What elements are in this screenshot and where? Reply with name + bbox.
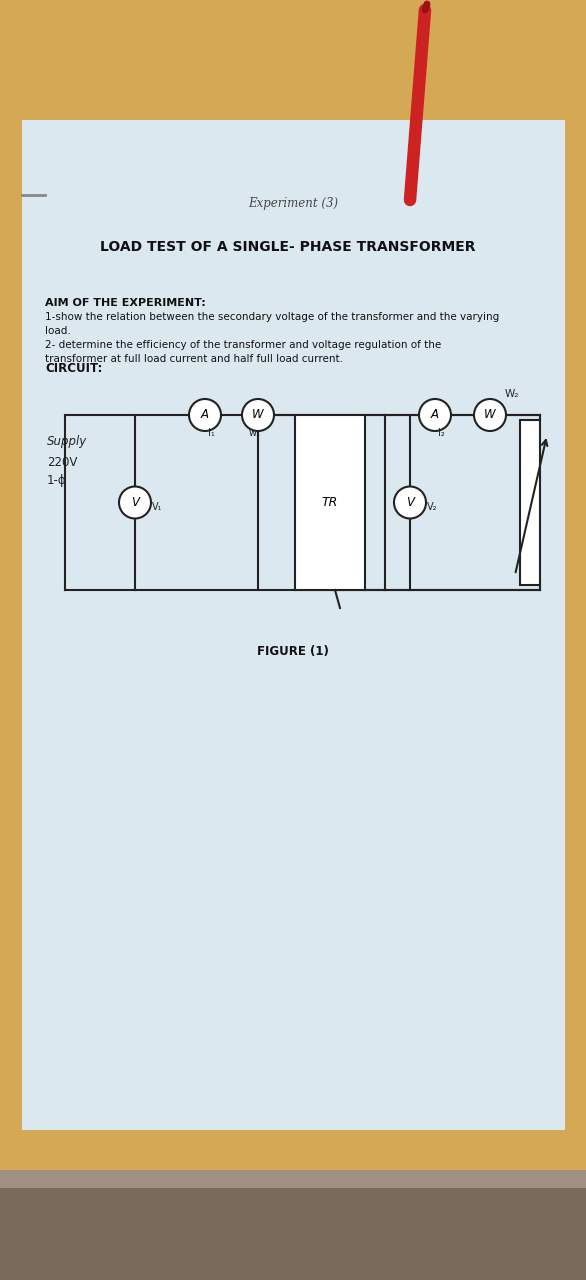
Text: FIGURE (1): FIGURE (1) — [257, 645, 329, 658]
Text: V₁: V₁ — [152, 502, 162, 512]
Text: transformer at full load current and half full load current.: transformer at full load current and hal… — [45, 355, 343, 364]
Text: TR: TR — [322, 495, 338, 509]
Text: I₁: I₁ — [208, 428, 214, 438]
Bar — [0, 1170, 586, 1280]
Text: w₁: w₁ — [249, 428, 261, 438]
Circle shape — [119, 486, 151, 518]
Circle shape — [419, 399, 451, 431]
Text: LOAD TEST OF A SINGLE- PHASE TRANSFORMER: LOAD TEST OF A SINGLE- PHASE TRANSFORMER — [100, 241, 475, 253]
Text: 1-ϕ: 1-ϕ — [47, 474, 66, 486]
Text: I₂: I₂ — [438, 428, 445, 438]
Text: W: W — [484, 408, 496, 421]
Circle shape — [474, 399, 506, 431]
Bar — [520, 420, 540, 585]
Text: load.: load. — [45, 326, 71, 335]
Text: A: A — [431, 408, 439, 421]
Bar — [22, 120, 565, 1130]
Text: Experiment (3): Experiment (3) — [248, 197, 338, 210]
Bar — [295, 415, 365, 590]
Bar — [0, 1170, 586, 1188]
Text: W₂: W₂ — [505, 389, 519, 399]
Text: V₂: V₂ — [427, 502, 438, 512]
Text: V: V — [131, 495, 139, 509]
Circle shape — [394, 486, 426, 518]
Text: 220V: 220V — [47, 456, 77, 468]
Text: 2- determine the efficiency of the transformer and voltage regulation of the: 2- determine the efficiency of the trans… — [45, 340, 441, 349]
Text: Supply: Supply — [47, 435, 87, 448]
Text: AIM OF THE EXPERIMENT:: AIM OF THE EXPERIMENT: — [45, 298, 206, 308]
Text: A: A — [201, 408, 209, 421]
Circle shape — [189, 399, 221, 431]
Text: 1-show the relation between the secondary voltage of the transformer and the var: 1-show the relation between the secondar… — [45, 312, 499, 323]
Text: CIRCUIT:: CIRCUIT: — [45, 362, 103, 375]
Text: V: V — [406, 495, 414, 509]
Text: W: W — [252, 408, 264, 421]
Circle shape — [242, 399, 274, 431]
